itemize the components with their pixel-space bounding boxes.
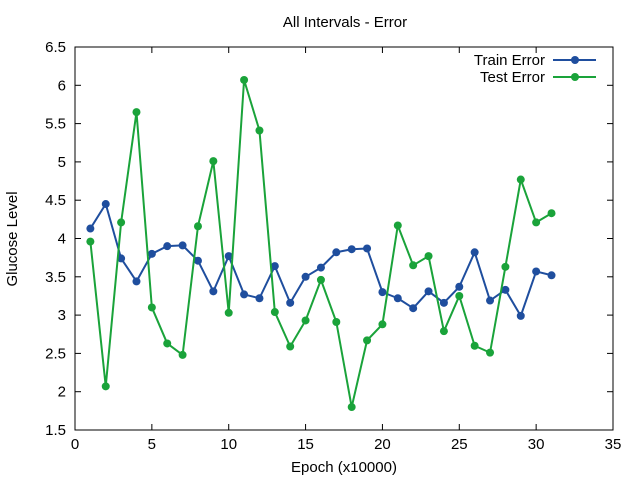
data-point [301, 316, 310, 325]
data-point [424, 287, 433, 296]
data-point [347, 403, 356, 412]
data-point [255, 126, 264, 135]
data-point [147, 249, 156, 258]
y-tick-label: 2 [58, 384, 66, 401]
data-point [378, 288, 387, 297]
data-point [209, 287, 218, 296]
data-point [486, 296, 495, 305]
data-point [393, 221, 402, 230]
data-point [501, 262, 510, 271]
data-point [286, 342, 295, 351]
data-point [424, 252, 433, 261]
data-point [270, 262, 279, 271]
data-point [193, 256, 202, 265]
y-tick-label: 1.5 [45, 422, 66, 439]
chart-title: All Intervals - Error [283, 14, 407, 31]
data-point [240, 75, 249, 84]
data-point [224, 308, 233, 317]
data-point [301, 272, 310, 281]
data-point [178, 241, 187, 250]
x-tick-label: 10 [220, 436, 237, 453]
data-point [378, 320, 387, 329]
data-point [486, 348, 495, 357]
data-point [439, 298, 448, 307]
data-point [163, 242, 172, 251]
data-point [455, 291, 464, 300]
x-tick-label: 35 [605, 436, 622, 453]
data-point [516, 311, 525, 320]
y-tick-label: 5 [58, 154, 66, 171]
y-tick-label: 3 [58, 307, 66, 324]
data-point [101, 382, 110, 391]
legend-marker [571, 73, 579, 81]
x-tick-label: 20 [374, 436, 391, 453]
data-point [409, 304, 418, 313]
data-point [470, 341, 479, 350]
y-tick-label: 6.5 [45, 39, 66, 56]
data-point [332, 317, 341, 326]
x-tick-label: 30 [528, 436, 545, 453]
y-tick-label: 6 [58, 77, 66, 94]
y-tick-label: 4 [58, 231, 66, 248]
data-point [255, 294, 264, 303]
data-point [117, 218, 126, 227]
series-0 [86, 200, 556, 320]
data-point [532, 267, 541, 276]
data-point [409, 261, 418, 270]
x-tick-label: 25 [451, 436, 468, 453]
data-point [332, 248, 341, 257]
data-point [393, 294, 402, 303]
data-point [224, 252, 233, 261]
data-point [178, 350, 187, 359]
data-point [347, 245, 356, 254]
data-point [363, 244, 372, 253]
data-point [209, 157, 218, 166]
x-tick-label: 15 [297, 436, 314, 453]
data-point [316, 263, 325, 272]
data-point [547, 271, 556, 280]
data-point [147, 303, 156, 312]
data-point [270, 308, 279, 317]
axes: 0 5 10 15 20 25 30 35 1.5 2 2.5 3 3.5 4 4.5 5 5.5 6 6.5 [45, 39, 621, 453]
y-tick-label: 5.5 [45, 116, 66, 133]
plot-series [86, 75, 556, 412]
legend-marker [571, 56, 579, 64]
x-tick-label: 5 [148, 436, 156, 453]
data-point [532, 218, 541, 227]
data-point [193, 222, 202, 231]
data-point [240, 290, 249, 299]
data-point [455, 282, 464, 291]
x-tick-label: 0 [71, 436, 79, 453]
x-axis-title: Epoch (x10000) [291, 459, 397, 476]
data-point [363, 336, 372, 345]
y-tick-label: 2.5 [45, 345, 66, 362]
data-point [132, 277, 141, 286]
data-point [286, 298, 295, 307]
data-point [547, 209, 556, 218]
data-point [470, 248, 479, 257]
y-tick-label: 4.5 [45, 192, 66, 209]
y-tick-label: 3.5 [45, 269, 66, 286]
y-axis-title: Glucose Level [4, 191, 21, 286]
legend-label: Test Error [480, 69, 545, 86]
data-point [501, 285, 510, 294]
data-point [86, 224, 95, 233]
legend-label: Train Error [474, 52, 545, 69]
data-point [86, 237, 95, 246]
series-1 [86, 75, 556, 412]
data-point [117, 254, 126, 263]
data-point [163, 339, 172, 348]
data-point [439, 327, 448, 336]
data-point [132, 108, 141, 117]
data-point [516, 175, 525, 184]
data-point [101, 200, 110, 209]
data-point [316, 275, 325, 284]
